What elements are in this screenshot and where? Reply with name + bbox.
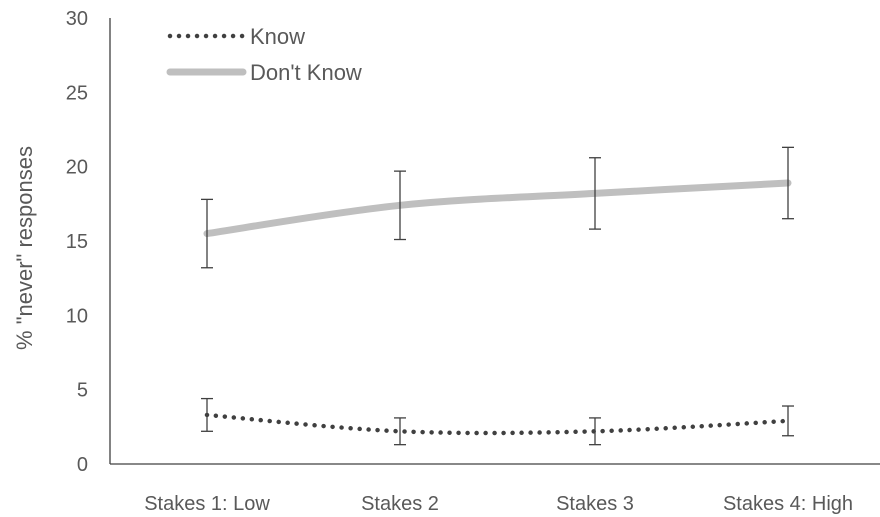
plot-area (201, 146, 794, 446)
x-tick-label: Stakes 3 (556, 493, 634, 515)
x-axis: Stakes 1: Low Stakes 2 Stakes 3 Stakes 4: H… (110, 463, 880, 515)
x-tick-label: Stakes 4: High (723, 493, 853, 515)
y-tick-label: 20 (66, 157, 88, 179)
y-tick-label: 15 (66, 231, 88, 253)
series-know (201, 397, 794, 446)
y-tick-labels: 0 5 10 15 20 25 30 (66, 8, 88, 476)
series-don-t-know (201, 146, 794, 269)
legend-item-don-t-know: Don't Know (166, 60, 362, 85)
x-tick-label: Stakes 2 (361, 493, 439, 515)
y-tick-label: 0 (77, 454, 88, 476)
y-axis: 0 5 10 15 20 25 30 % "never" responses (12, 8, 111, 476)
y-tick-label: 5 (77, 380, 88, 402)
legend-label: Don't Know (250, 60, 362, 85)
y-axis-title: % "never" responses (12, 146, 37, 350)
y-tick-label: 25 (66, 82, 88, 104)
y-tick-label: 10 (66, 305, 88, 327)
legend-label: Know (250, 24, 305, 49)
error-bar (589, 417, 601, 446)
y-tick-label: 30 (66, 8, 88, 30)
series-line-know (204, 412, 791, 436)
series-line-don-t-know (203, 179, 792, 238)
error-bar (782, 146, 794, 220)
error-bar (394, 417, 406, 446)
error-bar (201, 198, 213, 269)
error-bar (201, 397, 213, 432)
legend: Know Don't Know (166, 24, 362, 85)
error-bar (589, 157, 601, 230)
legend-item-know: Know (167, 24, 305, 49)
x-tick-label: Stakes 1: Low (144, 493, 270, 515)
error-bar (782, 405, 794, 437)
error-bar (394, 170, 406, 241)
x-tick-labels: Stakes 1: Low Stakes 2 Stakes 3 Stakes 4: H… (144, 493, 853, 515)
